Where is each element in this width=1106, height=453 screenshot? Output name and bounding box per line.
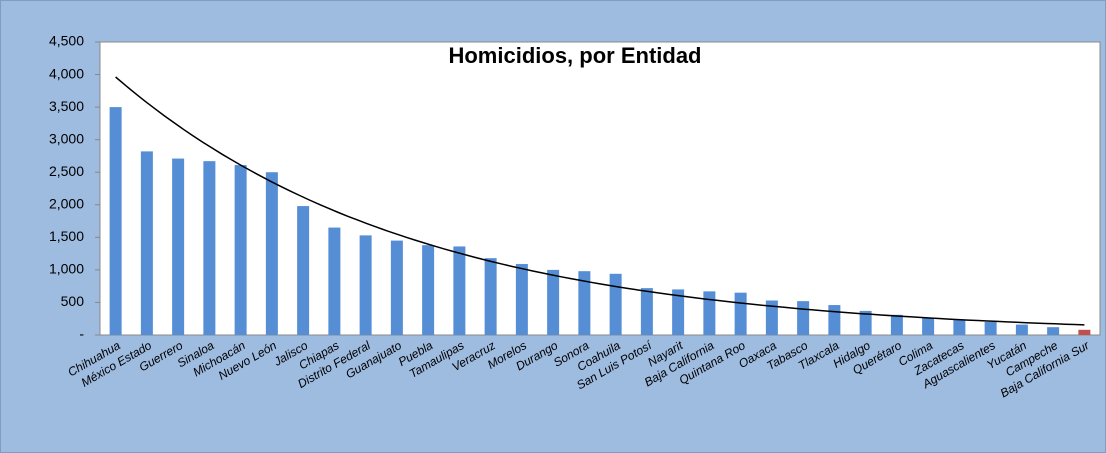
bar [547, 269, 560, 335]
bar [234, 165, 247, 335]
bar [203, 161, 216, 335]
bar [265, 172, 278, 335]
bar [922, 318, 935, 335]
bar [890, 314, 903, 335]
bar [359, 235, 372, 335]
plot-area [99, 41, 1101, 336]
y-tick-label: 3,000 [49, 130, 84, 146]
y-tick-label: 500 [61, 293, 85, 309]
y-tick-label: - [79, 326, 84, 342]
bar [453, 246, 466, 335]
bar [578, 271, 591, 335]
y-tick-label: 1,000 [49, 261, 84, 277]
bar [140, 151, 153, 335]
bar [609, 273, 622, 335]
bar [1078, 329, 1091, 335]
y-tick-label: 4,500 [49, 33, 84, 49]
y-tick-label: 2,500 [49, 163, 84, 179]
bar [828, 305, 841, 335]
bar [672, 289, 685, 335]
y-tick-label: 4,000 [49, 65, 84, 81]
bar [765, 300, 778, 335]
bar [640, 288, 653, 335]
bar [984, 321, 997, 335]
bar [1015, 324, 1028, 335]
bar [390, 240, 403, 335]
bar [328, 227, 341, 335]
bar [859, 310, 872, 335]
bar [797, 301, 810, 335]
bar [1047, 327, 1060, 335]
y-tick-label: 3,500 [49, 98, 84, 114]
y-tick-label: 1,500 [49, 228, 84, 244]
bar [734, 292, 747, 335]
bar [422, 245, 435, 335]
bar [297, 206, 310, 335]
bar [172, 158, 185, 335]
trendline [115, 76, 1085, 326]
bar [484, 258, 497, 335]
bar [109, 107, 122, 335]
bar [953, 320, 966, 335]
y-tick-label: 2,000 [49, 195, 84, 211]
bar [515, 264, 528, 335]
bar [703, 291, 716, 335]
chart-title: Homicidios, por Entidad [448, 43, 701, 68]
